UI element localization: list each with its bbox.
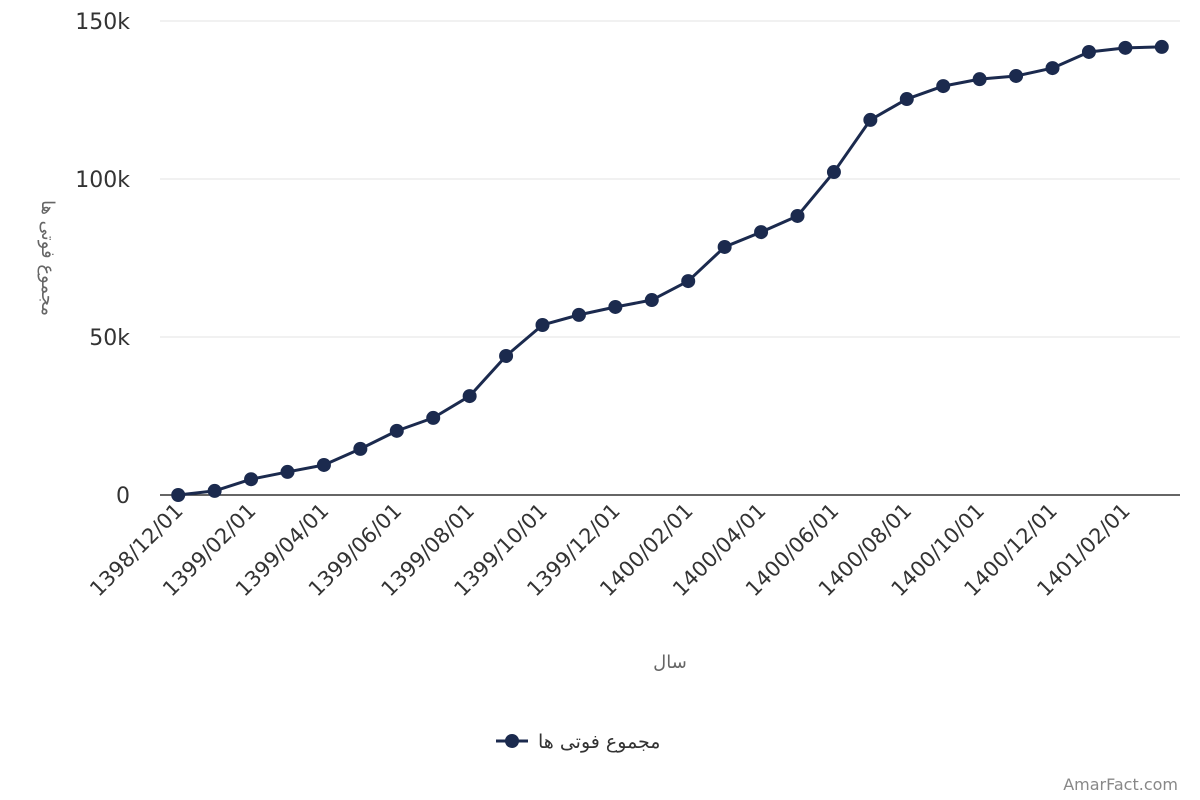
marker [462, 389, 477, 404]
marker [389, 423, 404, 438]
marker [608, 299, 623, 314]
x-axis-title: سال [653, 652, 687, 673]
marker [644, 293, 659, 308]
marker [1045, 61, 1060, 76]
legend-label: مجموع فوتی ها [538, 731, 661, 753]
line [178, 45, 1162, 497]
marker [681, 274, 696, 289]
legend-marker [505, 734, 519, 748]
marker [754, 225, 769, 240]
marker [826, 165, 841, 180]
marker [499, 348, 514, 363]
marker [899, 92, 914, 107]
y-tick-label: 0 [116, 484, 130, 509]
marker [571, 307, 586, 322]
y-tick-label: 100k [75, 168, 130, 193]
y-axis-title: مجموع فوتی ها [37, 200, 58, 316]
marker [790, 208, 805, 223]
marker [936, 79, 951, 94]
marker [1118, 40, 1133, 55]
marker [1009, 68, 1024, 83]
watermark: AmarFact.com [1063, 775, 1178, 794]
marker [717, 239, 732, 254]
marker [244, 472, 259, 487]
y-tick-label: 50k [89, 326, 130, 351]
marker [1154, 39, 1169, 54]
marker [426, 410, 441, 425]
marker [972, 72, 987, 87]
marker [316, 457, 331, 472]
y-tick-label: 150k [75, 10, 130, 35]
marker [863, 112, 878, 127]
marker [171, 488, 186, 502]
marker [1081, 44, 1096, 59]
marker [280, 464, 295, 479]
marker [207, 483, 222, 498]
marker [535, 317, 550, 332]
marker [353, 441, 368, 456]
